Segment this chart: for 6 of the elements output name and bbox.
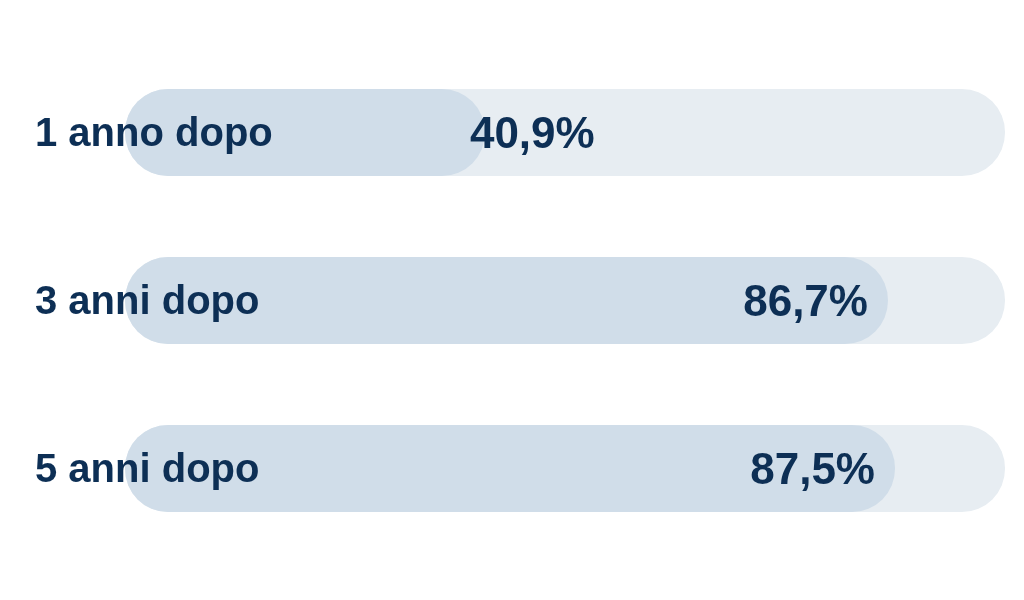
y-tick-label: 3 anni dopo — [35, 278, 260, 322]
data-label: 86,7% — [743, 275, 868, 325]
y-tick-label: 1 anno dopo — [35, 110, 273, 154]
data-label: 87,5% — [750, 443, 875, 493]
y-tick-label: 5 anni dopo — [35, 446, 260, 490]
data-label: 40,9% — [469, 107, 595, 157]
